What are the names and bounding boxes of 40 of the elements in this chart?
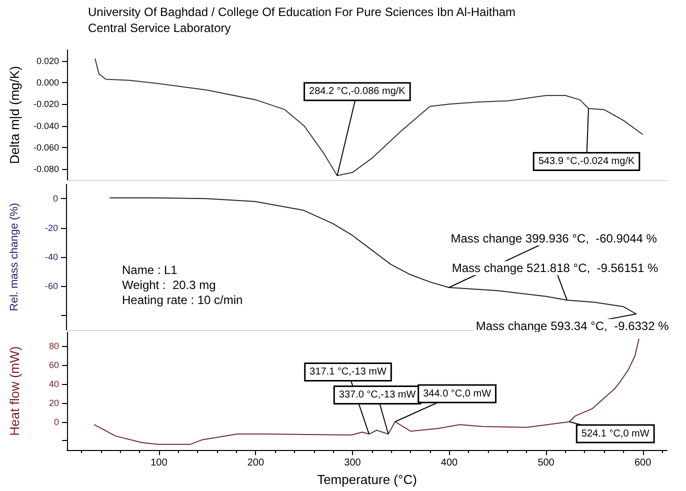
annotation: 344.0 °C,0 mW: [423, 388, 492, 400]
y-tick-label: -0.060: [33, 142, 59, 152]
y-tick-label: 0: [52, 194, 58, 204]
x-tick-label: 100: [150, 458, 168, 469]
chart-title: University Of Baghdad / College Of Education For Pure Sciences Ibn Al-Haitham: [88, 5, 516, 19]
annotation: Mass change 593.34 °C, -9.6332 %: [476, 318, 670, 333]
y-tick-label: -0.040: [33, 120, 59, 131]
annotation: Mass change 521.818 °C, -9.56151 %: [452, 261, 658, 276]
y-tick-label: -0.020: [33, 99, 59, 110]
y-tick-label: 0.020: [36, 56, 59, 66]
y-tick-label: -40: [44, 252, 58, 262]
y-axis-title: Rel. mass change (%): [8, 202, 20, 312]
x-tick-label: 200: [247, 458, 264, 469]
annotation: 524.1 °C,0 mW: [581, 428, 650, 440]
y-tick-label: 80: [48, 341, 59, 352]
annotation: Weight : 20.3 mg: [122, 278, 216, 292]
annotation: 317.1 °C,-13 mW: [310, 366, 387, 378]
annotation: 284.2 °C,-0.086 mg/K: [309, 86, 406, 98]
y-tick-label: 60: [48, 360, 59, 370]
annotation: Heating rate : 10 c/min: [122, 293, 243, 307]
y-axis-title: Heat flow (mW): [7, 346, 22, 436]
line-series: [94, 58, 644, 176]
annotation: 543.9 °C,-0.024 mg/K: [538, 156, 635, 167]
annotation: Mass change 399.936 °C, -60.9044 %: [450, 232, 658, 246]
x-tick-label: 400: [440, 458, 458, 469]
y-tick-label: 40: [48, 378, 59, 389]
chart-subtitle: Central Service Laboratory: [88, 21, 231, 35]
y-tick-label: 0.000: [36, 78, 59, 88]
y-axis-title: Delta m|d (mg/K): [7, 66, 22, 164]
x-tick-label: 300: [344, 458, 362, 469]
x-tick-label: 500: [538, 458, 555, 469]
y-tick-label: -60: [44, 281, 58, 292]
y-tick-label: -20: [44, 222, 58, 233]
annotation: 337.0 °C,-13 mW: [338, 390, 416, 401]
x-axis-title: Temperature (°C): [317, 472, 417, 487]
y-tick-label: -0.080: [33, 164, 59, 174]
annotation: Name : L1: [122, 263, 178, 277]
x-tick-label: 600: [634, 458, 652, 469]
y-tick-label: 20: [48, 398, 59, 408]
y-tick-label: 0: [54, 416, 59, 427]
